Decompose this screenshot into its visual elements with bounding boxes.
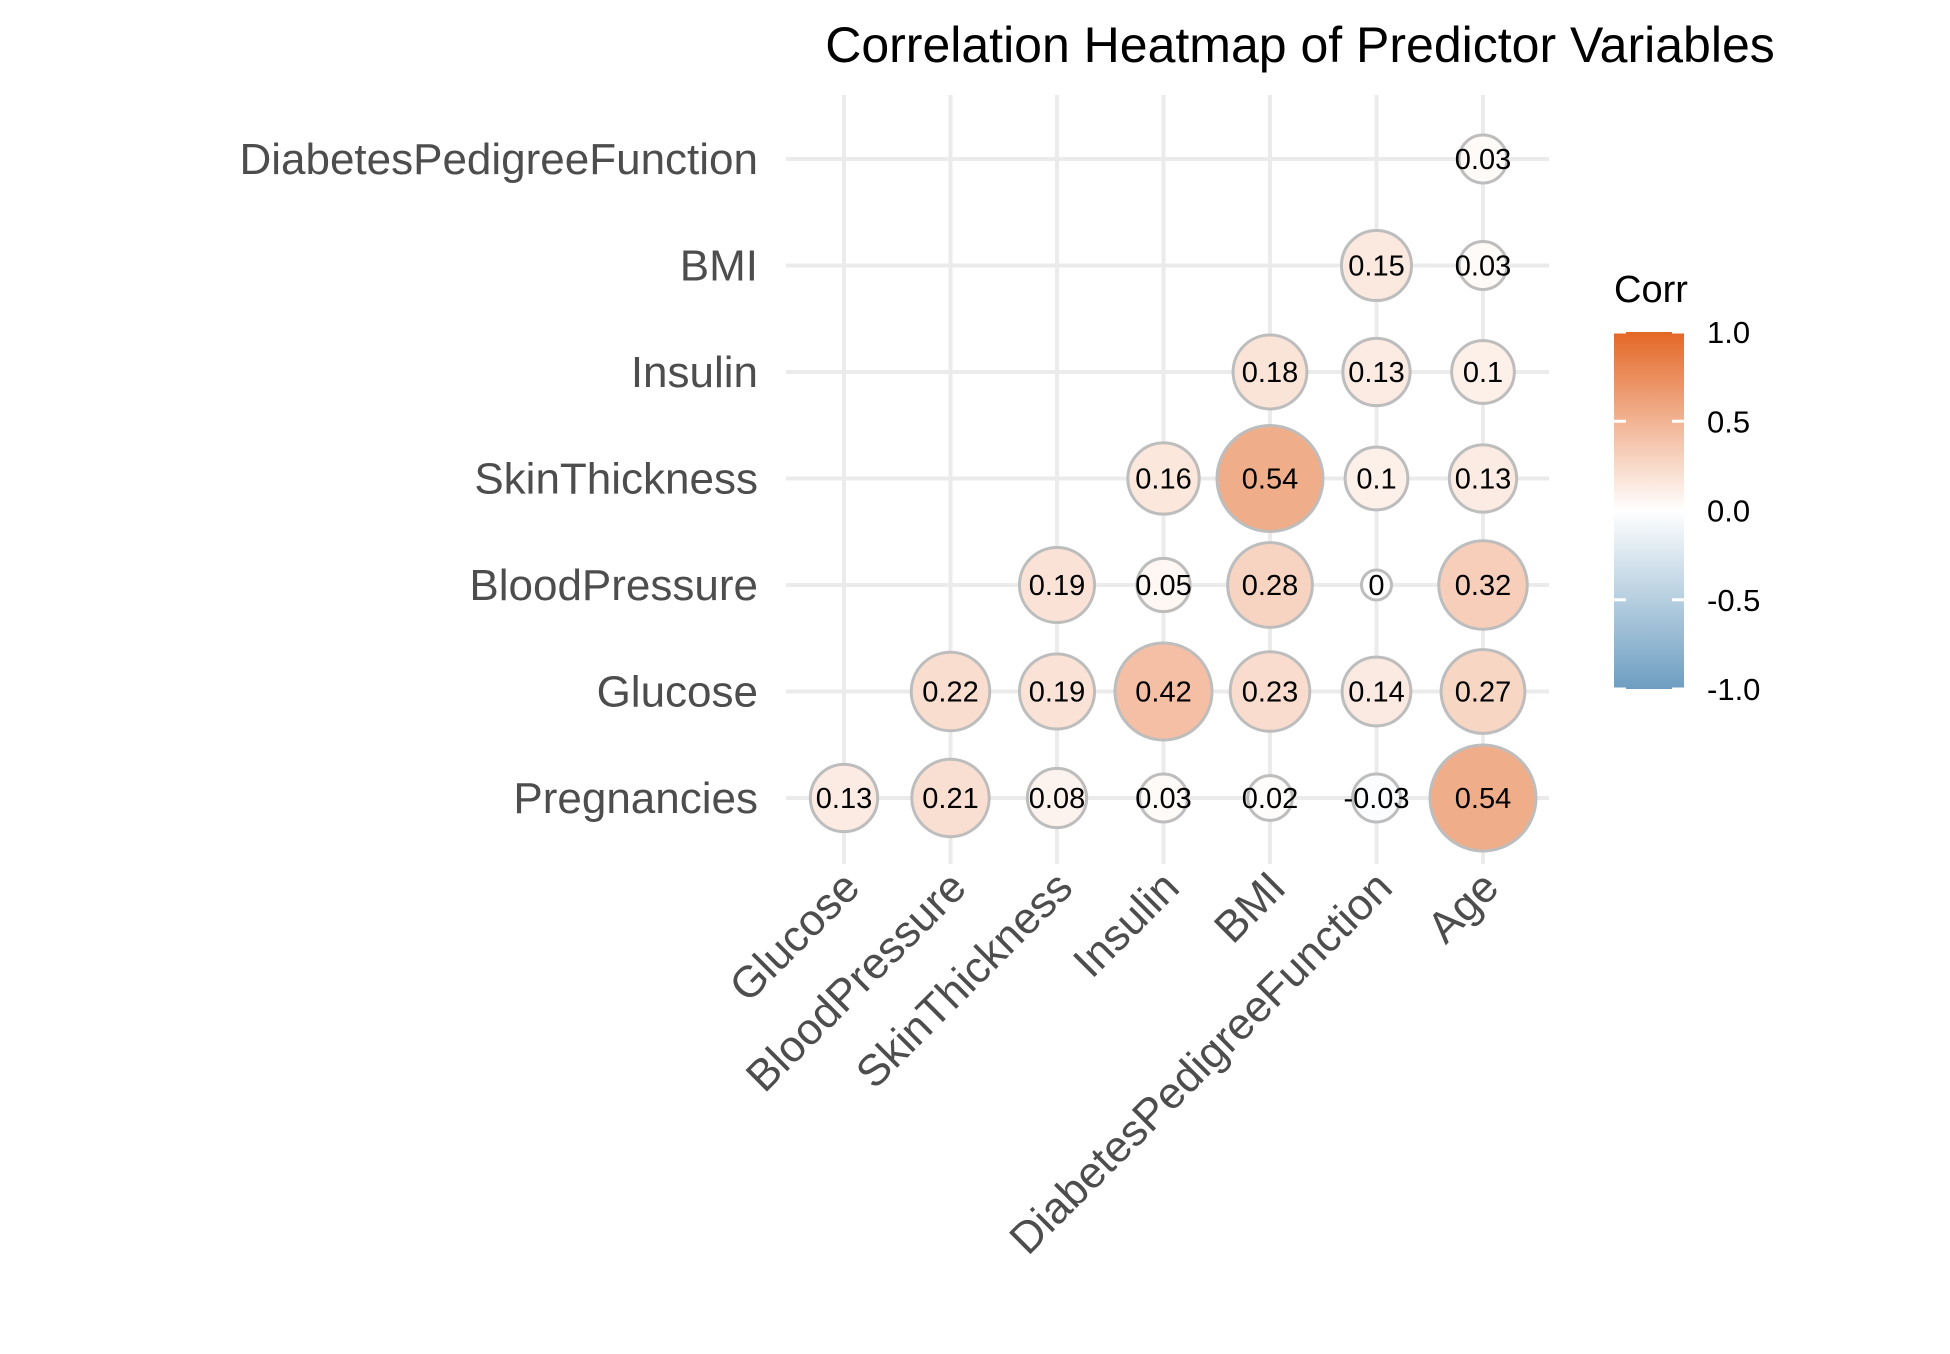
data-label-glucose-bmi: 0.23 [1242, 677, 1298, 709]
x-tick-label-age: Age [1418, 862, 1508, 952]
x-tick-label-insulin: Insulin [1064, 862, 1189, 987]
heatmap-point-pregnancies-bmi [1246, 774, 1294, 822]
heatmap-point-pregnancies-skin-thickness [1025, 766, 1089, 830]
data-label-blood-pressure-insulin: 0.05 [1135, 570, 1191, 602]
data-label-insulin-bmi: 0.18 [1242, 357, 1298, 389]
legend-layer: Corr 1.0 0.5 0.0 -0.5 -1.0 [1614, 269, 1760, 707]
data-label-pregnancies-skin-thickness: 0.08 [1029, 783, 1085, 815]
data-label-blood-pressure-age: 0.32 [1455, 570, 1511, 602]
data-label-glucose-diabetes-pedigree-function: 0.14 [1348, 677, 1404, 709]
data-label-blood-pressure-diabetes-pedigree-function: 0 [1368, 570, 1384, 602]
y-tick-label-blood-pressure: BloodPressure [469, 561, 758, 610]
heatmap-point-blood-pressure-skin-thickness [1017, 545, 1097, 625]
y-tick-label-pregnancies: Pregnancies [513, 774, 758, 823]
heatmap-point-glucose-bmi [1228, 650, 1312, 733]
heatmap-point-skin-thickness-insulin [1126, 441, 1201, 516]
heatmap-point-blood-pressure-bmi [1226, 541, 1314, 629]
heatmap-point-skin-thickness-diabetes-pedigree-function [1343, 445, 1410, 512]
heatmap-point-bmi-diabetes-pedigree-function [1339, 228, 1414, 303]
heatmap-point-glucose-insulin [1113, 641, 1214, 742]
data-label-glucose-insulin: 0.42 [1135, 677, 1191, 709]
data-label-pregnancies-age: 0.54 [1455, 783, 1511, 815]
y-tick-label-bmi: BMI [680, 242, 758, 291]
data-label-pregnancies-blood-pressure: 0.21 [922, 783, 978, 815]
heatmap-point-insulin-age [1450, 339, 1516, 405]
data-label-glucose-blood-pressure: 0.22 [922, 677, 978, 709]
data-label-pregnancies-glucose: 0.13 [816, 783, 872, 815]
heatmap-point-pregnancies-glucose [808, 762, 880, 834]
axis-layer: Pregnancies Glucose BloodPressure SkinThick… [239, 135, 1508, 1264]
x-tick-label-bmi: BMI [1205, 862, 1295, 952]
data-label-insulin-age: 0.1 [1463, 357, 1503, 389]
heatmap-point-glucose-diabetes-pedigree-function [1340, 655, 1413, 728]
heatmap-point-diabetes-pedigree-function-age [1457, 133, 1509, 185]
y-tick-label-glucose: Glucose [597, 668, 758, 717]
data-label-insulin-diabetes-pedigree-function: 0.13 [1348, 357, 1404, 389]
legend-tick-label-1-0: -1.0 [1707, 672, 1760, 707]
data-label-bmi-diabetes-pedigree-function: 0.15 [1348, 251, 1404, 283]
heatmap-point-bmi-age [1457, 240, 1509, 291]
data-label-skin-thickness-bmi: 0.54 [1242, 464, 1298, 496]
x-tick-label-diabetes-pedigree-function: DiabetesPedigreeFunction [1000, 862, 1401, 1263]
heatmap-point-pregnancies-insulin [1138, 772, 1189, 824]
labels-layer: 0.13 0.21 0.08 0.03 0.02 -0.03 0.54 0.22 0.19 0.4… [816, 144, 1511, 815]
heatmap-point-skin-thickness-bmi [1215, 424, 1325, 533]
data-label-pregnancies-diabetes-pedigree-function: -0.03 [1343, 783, 1409, 815]
heatmap-point-glucose-age [1439, 648, 1527, 735]
data-label-diabetes-pedigree-function-age: 0.03 [1455, 144, 1511, 176]
heatmap-point-glucose-blood-pressure [909, 650, 992, 733]
data-label-pregnancies-insulin: 0.03 [1135, 783, 1191, 815]
heatmap-point-blood-pressure-age [1437, 539, 1529, 631]
heatmap-point-skin-thickness-age [1447, 443, 1519, 514]
heatmap-point-pregnancies-blood-pressure [910, 757, 991, 839]
data-label-bmi-age: 0.03 [1455, 251, 1511, 283]
heatmap-point-insulin-bmi [1231, 333, 1309, 411]
heatmap-point-glucose-skin-thickness [1017, 652, 1097, 731]
data-label-blood-pressure-bmi: 0.28 [1242, 570, 1298, 602]
heatmap-point-pregnancies-diabetes-pedigree-function [1351, 772, 1402, 824]
legend-tick-label-1-0: 1.0 [1707, 315, 1750, 350]
data-label-pregnancies-bmi: 0.02 [1242, 783, 1298, 815]
data-label-skin-thickness-age: 0.13 [1455, 464, 1511, 496]
legend-tick-label-0-5: 0.5 [1707, 404, 1750, 439]
chart-title: Correlation Heatmap of Predictor Variabl… [825, 17, 1775, 73]
heatmap-point-pregnancies-age [1428, 743, 1538, 853]
heatmap-point-insulin-diabetes-pedigree-function [1341, 336, 1412, 408]
y-tick-label-diabetes-pedigree-function: DiabetesPedigreeFunction [239, 135, 758, 184]
legend-title: Corr [1614, 269, 1688, 311]
y-tick-label-skin-thickness: SkinThickness [474, 455, 758, 504]
marks-layer [808, 133, 1538, 853]
data-label-glucose-skin-thickness: 0.19 [1029, 677, 1085, 709]
legend-tick-label-0-5: -0.5 [1707, 583, 1760, 618]
legend-tick-label-0-0: 0.0 [1707, 494, 1750, 529]
heatmap-point-blood-pressure-insulin [1135, 556, 1192, 614]
heatmap-point-blood-pressure-diabetes-pedigree-function [1360, 568, 1393, 602]
data-label-skin-thickness-diabetes-pedigree-function: 0.1 [1356, 464, 1396, 496]
y-tick-label-insulin: Insulin [631, 348, 758, 397]
data-label-blood-pressure-skin-thickness: 0.19 [1029, 570, 1085, 602]
data-label-skin-thickness-insulin: 0.16 [1135, 464, 1191, 496]
data-label-glucose-age: 0.27 [1455, 677, 1511, 709]
